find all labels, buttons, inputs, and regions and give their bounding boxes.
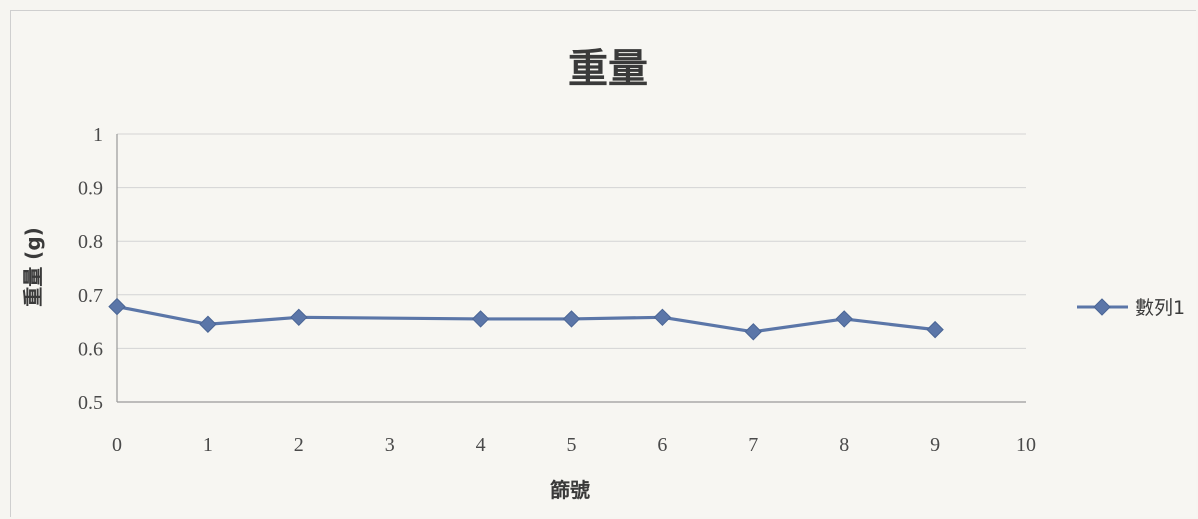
y-tick-label: 0.8: [78, 231, 103, 253]
data-point: [926, 320, 944, 339]
data-point: [290, 308, 308, 327]
x-tick-label: 9: [930, 434, 940, 456]
x-tick-label: 8: [839, 434, 849, 456]
series-line: [116, 305, 936, 334]
axes: [116, 134, 1026, 403]
chart-frame: [10, 10, 1196, 517]
data-point: [744, 323, 763, 341]
data-point: [199, 315, 217, 333]
legend-marker-icon: [1093, 298, 1111, 316]
data-point: [108, 297, 126, 316]
x-tick-label: 3: [385, 434, 395, 456]
data-point: [562, 310, 581, 328]
legend-label: 數列1: [1135, 297, 1185, 319]
x-axis-label: 篩號: [550, 478, 590, 502]
y-tick-label: 0.6: [78, 338, 103, 360]
data-point: [835, 310, 853, 328]
data-point: [653, 308, 672, 327]
legend: 數列1: [1077, 297, 1185, 319]
x-tick-label: 10: [1016, 434, 1036, 456]
y-tick-label: 0.7: [78, 285, 103, 307]
x-tick-label: 7: [748, 434, 758, 456]
y-tick-label: 0.5: [78, 392, 103, 414]
x-tick-label: 6: [657, 434, 667, 456]
x-tick-labels: 0 1 2 3 4 5 6 7 8 9 10: [112, 434, 1036, 456]
y-tick-label: 0.9: [78, 178, 103, 200]
x-tick-label: 2: [294, 434, 304, 456]
x-tick-label: 4: [476, 434, 486, 456]
x-tick-label: 5: [567, 434, 577, 456]
data-point: [471, 310, 490, 328]
series-layer: [108, 297, 944, 341]
y-tick-label: 1: [93, 124, 103, 146]
y-tick-labels: 0.5 0.6 0.7 0.8 0.9 1: [78, 124, 103, 414]
y-axis-label: 重量 (g): [21, 227, 45, 307]
chart-title: 重量: [568, 45, 648, 92]
x-tick-label: 0: [112, 434, 122, 456]
gridlines: [117, 133, 1026, 349]
x-tick-label: 1: [203, 434, 213, 456]
